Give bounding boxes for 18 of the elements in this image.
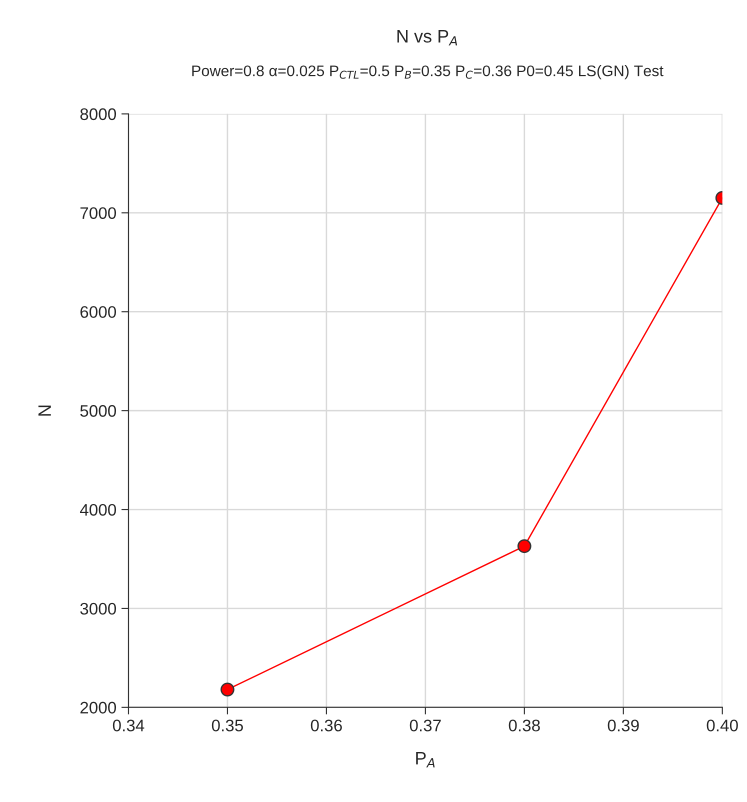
x-tick-label: 0.37 <box>410 720 441 732</box>
y-tick-label: 4000 <box>80 504 116 516</box>
x-tick-label: 0.40 <box>706 720 738 732</box>
y-tick-label: 2000 <box>80 702 116 714</box>
x-tick-label: 0.38 <box>508 720 540 732</box>
y-tick-label: 6000 <box>80 306 116 318</box>
y-axis-title: N <box>38 406 51 416</box>
chart-title: N vs P$_{A}$ <box>397 30 458 46</box>
x-tick-label: 0.39 <box>608 720 639 732</box>
y-tick-label: 7000 <box>80 207 116 219</box>
y-tick-label: 3000 <box>80 602 116 615</box>
y-tick-label: 5000 <box>80 405 116 417</box>
x-axis-title: P$_{A}$ <box>416 752 435 768</box>
x-tick-label: 0.35 <box>212 720 243 732</box>
y-tick-label: 8000 <box>80 108 116 120</box>
x-tick-label: 0.34 <box>112 720 144 732</box>
x-tick-label: 0.36 <box>310 720 342 732</box>
chart-subtitle: Power=0.8 α=0.025 P$_{CTL}$=0.5 P$_{B}$=0.35 P$_{C}$=0.36 P0=0.45 LS(GN) Test <box>192 65 664 80</box>
